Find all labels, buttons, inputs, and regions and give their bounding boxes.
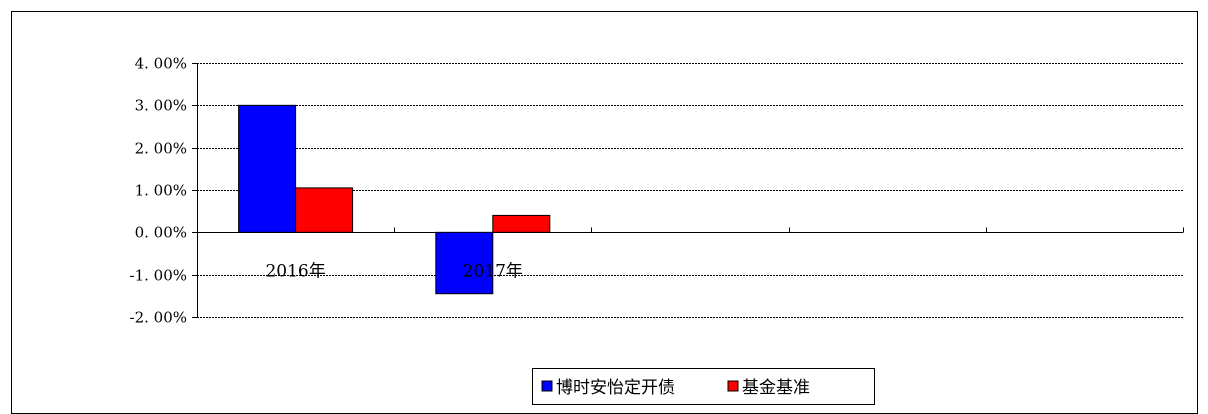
x-category-label: 2017年 [463, 261, 523, 281]
axes [192, 63, 1184, 318]
y-tick-label: -1. 00% [130, 267, 188, 285]
bar-series-1-cat-2 [435, 231, 494, 295]
x-category-label: 2016年 [265, 261, 325, 281]
bar-series-1-cat-1 [238, 104, 297, 233]
bar-series-2-cat-2 [492, 214, 551, 233]
y-tick-label: 0. 00% [135, 224, 187, 242]
y-tick-label: 4. 00% [135, 55, 187, 73]
bars [238, 104, 551, 295]
legend-swatch-series-2 [727, 380, 739, 392]
legend-box [532, 368, 875, 405]
grid-lines [197, 63, 1183, 318]
legend-label-series-2: 基金基准 [742, 378, 810, 398]
bar-series-2-cat-1 [295, 187, 354, 233]
y-tick-label: 2. 00% [135, 140, 187, 158]
chart-border [11, 11, 1198, 414]
y-tick-label: 3. 00% [135, 97, 187, 115]
y-tick-label: 1. 00% [135, 182, 187, 200]
legend-label-series-1: 博时安怡定开债 [556, 378, 675, 398]
labels: 4. 00% 3. 00% 2. 00% 1. 00% 0. 00% -1. 00% -2.… [130, 55, 523, 327]
y-tick-label: -2. 00% [130, 309, 188, 327]
legend: 博时安怡定开债 基金基准 [532, 368, 875, 405]
legend-swatch-series-1 [541, 380, 553, 392]
